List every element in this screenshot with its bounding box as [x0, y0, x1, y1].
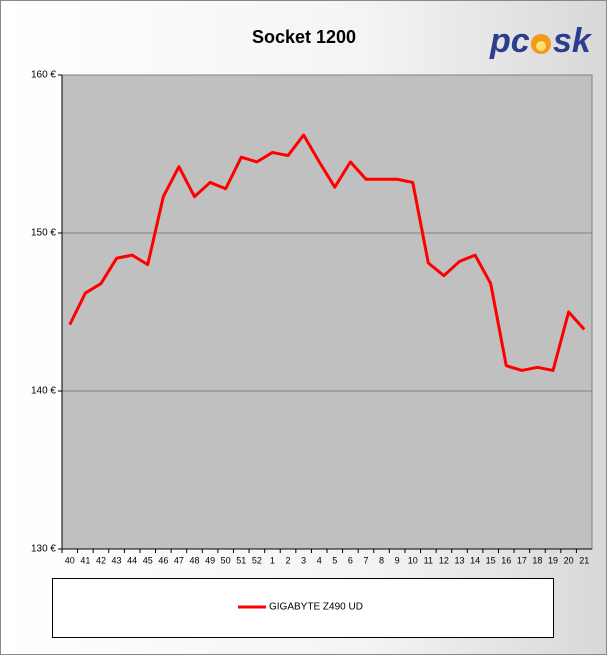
- y-tick-label: 160 €: [31, 70, 56, 81]
- x-tick-label: 1: [270, 555, 275, 565]
- x-tick-label: 16: [501, 555, 511, 565]
- x-tick-label: 19: [548, 555, 558, 565]
- x-tick-label: 4: [317, 555, 322, 565]
- logo-flame: [536, 41, 546, 51]
- logo: pc sk: [489, 22, 593, 60]
- x-tick-label: 50: [221, 555, 231, 565]
- x-tick-label: 47: [174, 555, 184, 565]
- x-tick-label: 12: [439, 555, 449, 565]
- x-tick-label: 8: [379, 555, 384, 565]
- x-tick-label: 52: [252, 555, 262, 565]
- x-tick-label: 51: [236, 555, 246, 565]
- legend: [52, 578, 554, 638]
- y-tick-label: 140 €: [31, 386, 56, 397]
- x-tick-label: 10: [408, 555, 418, 565]
- x-tick-label: 20: [564, 555, 574, 565]
- x-tick-label: 7: [363, 555, 368, 565]
- x-tick-label: 44: [127, 555, 137, 565]
- line: [68, 133, 586, 372]
- x-tick-label: 43: [112, 555, 122, 565]
- x-tick-label: 17: [517, 555, 527, 565]
- x-tick-label: 5: [332, 555, 337, 565]
- x-tick-label: 21: [579, 555, 589, 565]
- x-tick-label: 2: [286, 555, 291, 565]
- logo-text: sk: [553, 22, 593, 60]
- x-tick-label: 13: [454, 555, 464, 565]
- legend-label: GIGABYTE Z490 UD: [269, 602, 363, 613]
- x-tick-label: 42: [96, 555, 106, 565]
- x-tick-label: 46: [158, 555, 168, 565]
- x-tick-label: 3: [301, 555, 306, 565]
- x-tick-label: 9: [395, 555, 400, 565]
- x-tick-label: 45: [143, 555, 153, 565]
- x-tick-label: 11: [424, 555, 433, 565]
- y-tick-label: 150 €: [31, 228, 56, 239]
- x-tick-label: 40: [65, 555, 75, 565]
- logo-text: pc: [489, 22, 530, 60]
- x-tick-label: 18: [532, 555, 542, 565]
- x-tick-label: 14: [470, 555, 480, 565]
- y-tick-label: 130 €: [31, 544, 56, 555]
- x-tick-label: 49: [205, 555, 215, 565]
- chart-title: Socket 1200: [252, 27, 356, 47]
- plot-area: [61, 74, 593, 550]
- x-tick-label: 48: [189, 555, 199, 565]
- x-tick-label: 6: [348, 555, 353, 565]
- x-tick-label: 41: [80, 555, 90, 565]
- x-tick-label: 15: [486, 555, 496, 565]
